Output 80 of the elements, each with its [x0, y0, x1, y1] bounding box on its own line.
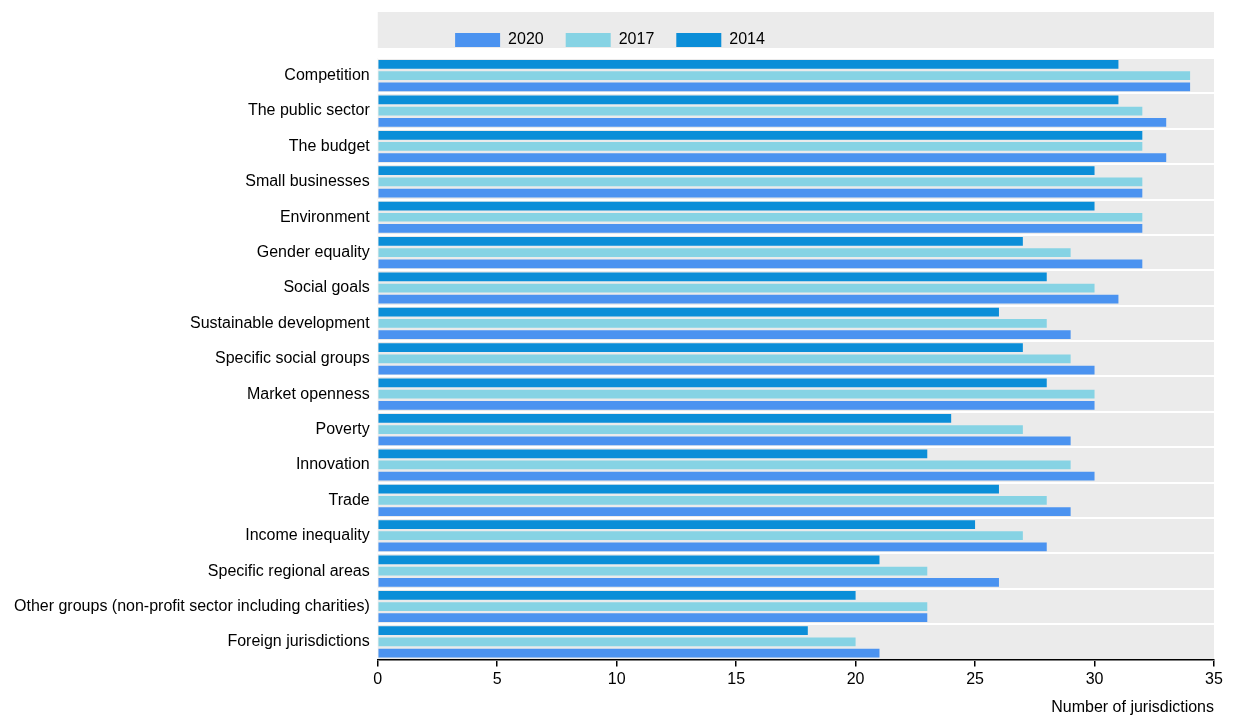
bar	[378, 520, 976, 529]
bar	[378, 378, 1047, 388]
bar	[378, 449, 928, 459]
bar	[378, 414, 952, 423]
bar	[378, 60, 1119, 69]
bar	[378, 130, 1143, 140]
x-tick-label: 5	[492, 669, 502, 687]
y-tick-label: Gender equality	[256, 243, 370, 261]
legend-label: 2017	[618, 30, 655, 48]
bar	[378, 343, 1023, 352]
bar	[378, 531, 1023, 541]
y-tick-label: Other groups (non-profit sector including charities)	[14, 596, 370, 614]
bar	[378, 106, 1143, 116]
bar	[378, 495, 1047, 505]
y-tick-label: Sustainable development	[190, 313, 371, 331]
y-tick-label: Competition	[284, 66, 370, 84]
y-tick-label: The public sector	[247, 101, 371, 119]
bar	[378, 294, 1119, 304]
bar	[378, 330, 1071, 339]
y-tick-label: Foreign jurisdictions	[227, 632, 370, 650]
y-tick-label: Innovation	[295, 455, 370, 473]
x-tick-label: 20	[846, 669, 865, 687]
bar	[378, 259, 1143, 269]
bar	[378, 542, 1047, 552]
bar	[378, 272, 1047, 282]
bar	[378, 577, 999, 587]
x-tick-label: 30	[1085, 669, 1104, 687]
y-tick-label: Specific regional areas	[207, 561, 370, 579]
bar	[378, 648, 880, 658]
bar	[378, 95, 1119, 105]
y-tick-label: Specific social groups	[214, 349, 370, 367]
bar	[378, 401, 1095, 410]
legend-label: 2014	[729, 30, 765, 48]
legend-label: 2020	[508, 30, 544, 48]
bar	[378, 354, 1071, 364]
bar	[378, 566, 928, 576]
bar	[378, 436, 1071, 446]
x-axis-title: Number of jurisdictions	[1051, 697, 1214, 715]
bar	[378, 117, 1167, 127]
bar	[378, 484, 999, 494]
bar	[378, 307, 999, 317]
bar	[378, 224, 1143, 233]
y-tick-label: The budget	[288, 136, 371, 154]
y-tick-label: Small businesses	[245, 172, 370, 190]
bar	[378, 237, 1023, 246]
bar	[378, 555, 880, 565]
bar	[378, 613, 928, 623]
y-tick-label: Income inequality	[245, 526, 370, 544]
bar	[378, 71, 1191, 81]
bar	[378, 389, 1095, 399]
y-tick-label: Poverty	[315, 419, 370, 437]
y-tick-label: Environment	[279, 207, 371, 225]
bar	[378, 142, 1143, 151]
bar	[378, 177, 1143, 187]
x-tick-label: 25	[966, 669, 985, 687]
x-tick-label: 35	[1205, 669, 1223, 687]
bar	[378, 460, 1071, 470]
bar	[378, 82, 1191, 92]
bar	[378, 637, 856, 647]
bar	[378, 153, 1167, 163]
bar	[378, 471, 1095, 481]
bar	[378, 365, 1095, 375]
y-tick-label: Social goals	[283, 278, 370, 296]
bar	[378, 166, 1095, 176]
bar	[378, 248, 1071, 258]
bar	[378, 283, 1095, 293]
x-tick-label: 15	[727, 669, 746, 687]
bar	[378, 626, 808, 636]
bar	[378, 590, 856, 600]
y-tick-label: Market openness	[246, 384, 370, 402]
bar	[378, 319, 1047, 328]
bar	[378, 201, 1095, 211]
bar	[378, 507, 1071, 516]
x-tick-label: 10	[607, 669, 626, 687]
x-tick-label: 0	[373, 669, 383, 687]
bar	[378, 212, 1143, 222]
bar	[378, 602, 928, 611]
bar	[378, 425, 1023, 434]
bar	[378, 188, 1143, 198]
y-tick-label: Trade	[328, 490, 370, 508]
